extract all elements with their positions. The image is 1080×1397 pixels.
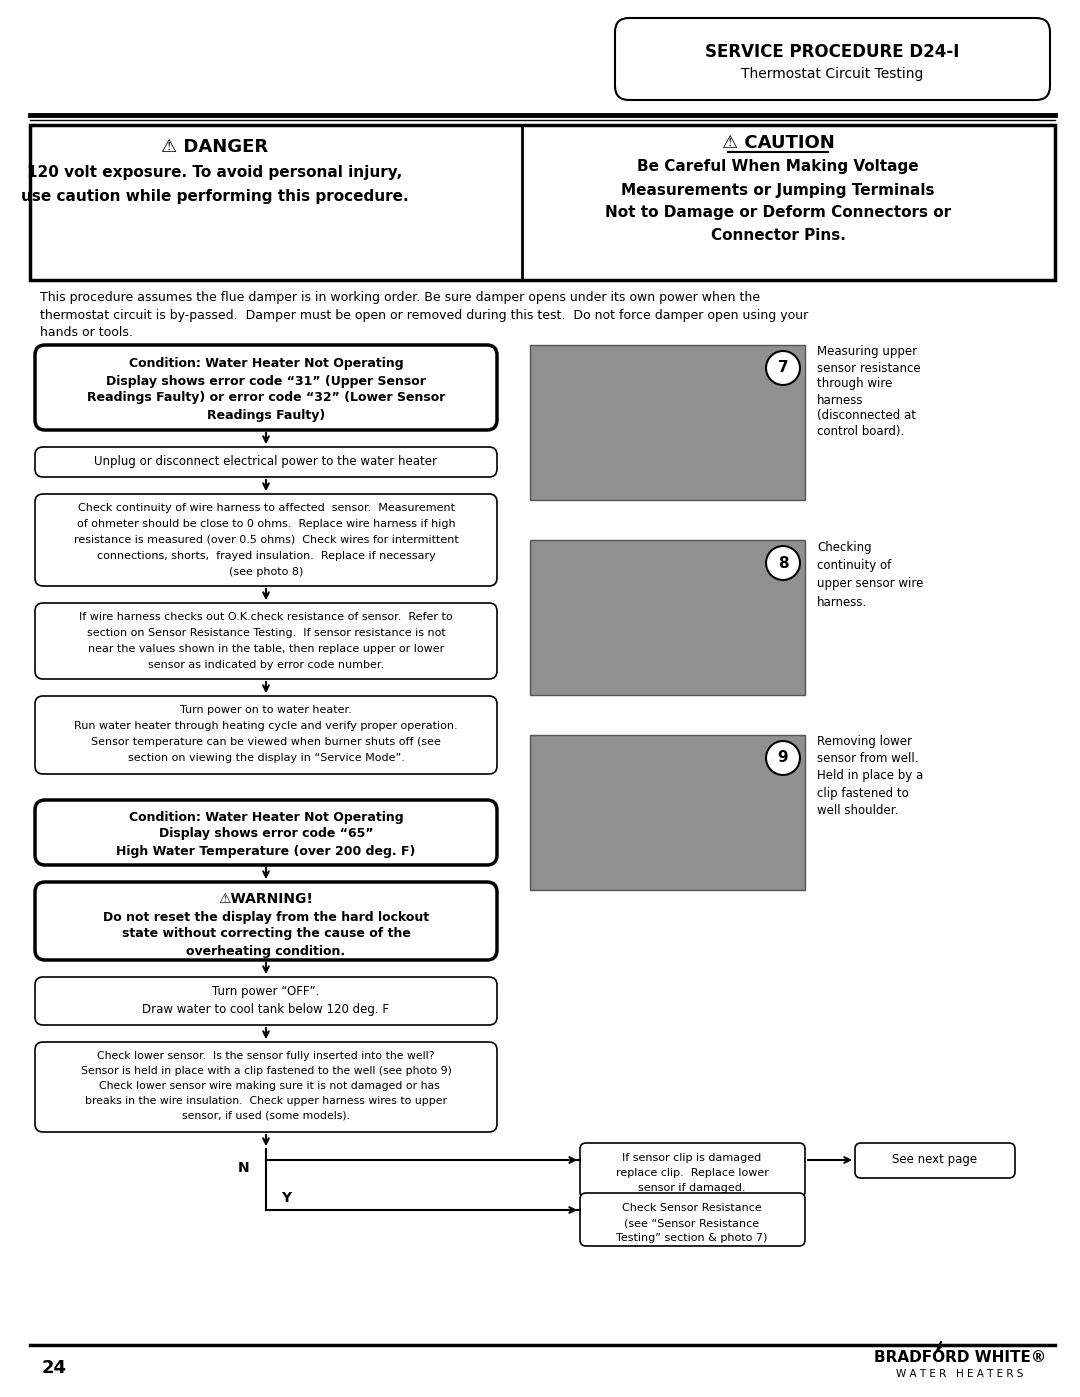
Text: Sensor temperature can be viewed when burner shuts off (see: Sensor temperature can be viewed when bu… [91,738,441,747]
Text: breaks in the wire insulation.  Check upper harness wires to upper: breaks in the wire insulation. Check upp… [85,1097,447,1106]
Text: sensor from well.: sensor from well. [816,753,918,766]
Text: Testing” section & photo 7): Testing” section & photo 7) [617,1234,768,1243]
Text: Turn power on to water heater.: Turn power on to water heater. [180,705,352,715]
Bar [30,124,1055,279]
Text: (see “Sensor Resistance: (see “Sensor Resistance [624,1218,759,1228]
Text: well shoulder.: well shoulder. [816,803,899,816]
Text: Check lower sensor.  Is the sensor fully inserted into the well?: Check lower sensor. Is the sensor fully … [97,1051,434,1060]
FancyBboxPatch shape [615,18,1050,101]
Text: Check lower sensor wire making sure it is not damaged or has: Check lower sensor wire making sure it i… [92,1081,440,1091]
FancyBboxPatch shape [580,1193,805,1246]
Text: If sensor clip is damaged: If sensor clip is damaged [622,1153,761,1162]
Text: See next page: See next page [892,1154,977,1166]
Text: Sensor is held in place with a clip fastened to the well (see photo 9): Sensor is held in place with a clip fast… [81,1066,451,1076]
Text: Display shows error code “65”: Display shows error code “65” [159,827,374,841]
Text: Check Sensor Resistance: Check Sensor Resistance [622,1203,761,1213]
Text: Readings Faulty) or error code “32” (Lower Sensor: Readings Faulty) or error code “32” (Low… [86,391,445,405]
Text: sensor resistance: sensor resistance [816,362,920,374]
Text: Condition: Water Heater Not Operating: Condition: Water Heater Not Operating [129,810,403,823]
Text: ⚠ CAUTION: ⚠ CAUTION [721,134,835,152]
Text: Turn power “OFF”.: Turn power “OFF”. [213,985,320,999]
Text: resistance is measured (over 0.5 ohms)  Check wires for intermittent: resistance is measured (over 0.5 ohms) C… [73,535,458,545]
Text: use caution while performing this procedure.: use caution while performing this proced… [22,189,409,204]
Text: Measurements or Jumping Terminals: Measurements or Jumping Terminals [621,183,935,197]
Circle shape [766,351,800,386]
Text: control board).: control board). [816,426,904,439]
Text: W A T E R   H E A T E R S: W A T E R H E A T E R S [896,1369,1024,1379]
FancyBboxPatch shape [35,800,497,865]
Text: N: N [239,1161,249,1175]
Text: SERVICE PROCEDURE D24-I: SERVICE PROCEDURE D24-I [705,43,959,61]
Text: through wire: through wire [816,377,892,391]
Text: Removing lower: Removing lower [816,735,912,749]
Text: (see photo 8): (see photo 8) [229,567,303,577]
Text: sensor if damaged.: sensor if damaged. [638,1183,746,1193]
Bar [530,541,805,694]
Text: Thermostat Circuit Testing: Thermostat Circuit Testing [741,67,923,81]
Text: harness.: harness. [816,595,867,609]
Text: 24: 24 [42,1359,67,1377]
Text: thermostat circuit is by-passed.  Damper must be open or removed during this tes: thermostat circuit is by-passed. Damper … [40,309,808,321]
Text: of ohmeter should be close to 0 ohms.  Replace wire harness if high: of ohmeter should be close to 0 ohms. Re… [77,520,456,529]
Text: Held in place by a: Held in place by a [816,770,923,782]
Text: 8: 8 [778,556,788,570]
Text: ⚠WARNING!: ⚠WARNING! [218,893,313,907]
Text: continuity of: continuity of [816,560,891,573]
Text: Readings Faulty): Readings Faulty) [207,408,325,422]
FancyBboxPatch shape [35,882,497,960]
Text: Display shows error code “31” (Upper Sensor: Display shows error code “31” (Upper Sen… [106,374,426,387]
Text: Connector Pins.: Connector Pins. [711,229,846,243]
Text: sensor as indicated by error code number.: sensor as indicated by error code number… [148,659,384,671]
Text: overheating condition.: overheating condition. [187,944,346,957]
Text: Not to Damage or Deform Connectors or: Not to Damage or Deform Connectors or [605,205,951,221]
Text: (disconnected at: (disconnected at [816,409,916,422]
Text: Check continuity of wire harness to affected  sensor.  Measurement: Check continuity of wire harness to affe… [78,503,455,513]
Text: Checking: Checking [816,542,872,555]
Text: Run water heater through heating cycle and verify proper operation.: Run water heater through heating cycle a… [75,721,458,731]
FancyBboxPatch shape [35,1042,497,1132]
Text: 120 volt exposure. To avoid personal injury,: 120 volt exposure. To avoid personal inj… [27,165,403,179]
Text: Y: Y [281,1192,292,1206]
Text: hands or tools.: hands or tools. [40,326,133,338]
Text: BRADFORD WHITE®: BRADFORD WHITE® [874,1350,1047,1365]
FancyBboxPatch shape [35,604,497,679]
Text: 7: 7 [778,360,788,376]
FancyBboxPatch shape [35,977,497,1025]
Text: ⚠ DANGER: ⚠ DANGER [161,138,269,156]
Circle shape [766,546,800,580]
FancyBboxPatch shape [35,345,497,430]
Text: 9: 9 [778,750,788,766]
Text: Measuring upper: Measuring upper [816,345,917,359]
Text: If wire harness checks out O.K.check resistance of sensor.  Refer to: If wire harness checks out O.K.check res… [79,612,453,622]
Text: replace clip.  Replace lower: replace clip. Replace lower [616,1168,769,1178]
FancyBboxPatch shape [35,447,497,476]
Text: near the values shown in the table, then replace upper or lower: near the values shown in the table, then… [87,644,444,654]
Text: clip fastened to: clip fastened to [816,787,908,799]
Text: Draw water to cool tank below 120 deg. F: Draw water to cool tank below 120 deg. F [143,1003,390,1017]
Text: state without correcting the cause of the: state without correcting the cause of th… [122,928,410,940]
FancyBboxPatch shape [855,1143,1015,1178]
Bar [530,735,805,890]
Text: section on Sensor Resistance Testing.  If sensor resistance is not: section on Sensor Resistance Testing. If… [86,629,445,638]
Text: Unplug or disconnect electrical power to the water heater: Unplug or disconnect electrical power to… [95,455,437,468]
FancyBboxPatch shape [35,696,497,774]
Text: connections, shorts,  frayed insulation.  Replace if necessary: connections, shorts, frayed insulation. … [96,550,435,562]
Text: upper sensor wire: upper sensor wire [816,577,923,591]
FancyBboxPatch shape [35,495,497,585]
Text: Condition: Water Heater Not Operating: Condition: Water Heater Not Operating [129,358,403,370]
Bar [530,345,805,500]
Text: harness: harness [816,394,864,407]
FancyBboxPatch shape [580,1143,805,1199]
Circle shape [766,740,800,775]
Bar [870,1340,1055,1397]
Text: section on viewing the display in “Service Mode”.: section on viewing the display in “Servi… [127,753,404,763]
Text: High Water Temperature (over 200 deg. F): High Water Temperature (over 200 deg. F) [117,845,416,858]
Text: Be Careful When Making Voltage: Be Careful When Making Voltage [637,159,919,175]
Text: This procedure assumes the flue damper is in working order. Be sure damper opens: This procedure assumes the flue damper i… [40,292,760,305]
Text: sensor, if used (some models).: sensor, if used (some models). [183,1111,350,1120]
Text: Do not reset the display from the hard lockout: Do not reset the display from the hard l… [103,911,429,923]
